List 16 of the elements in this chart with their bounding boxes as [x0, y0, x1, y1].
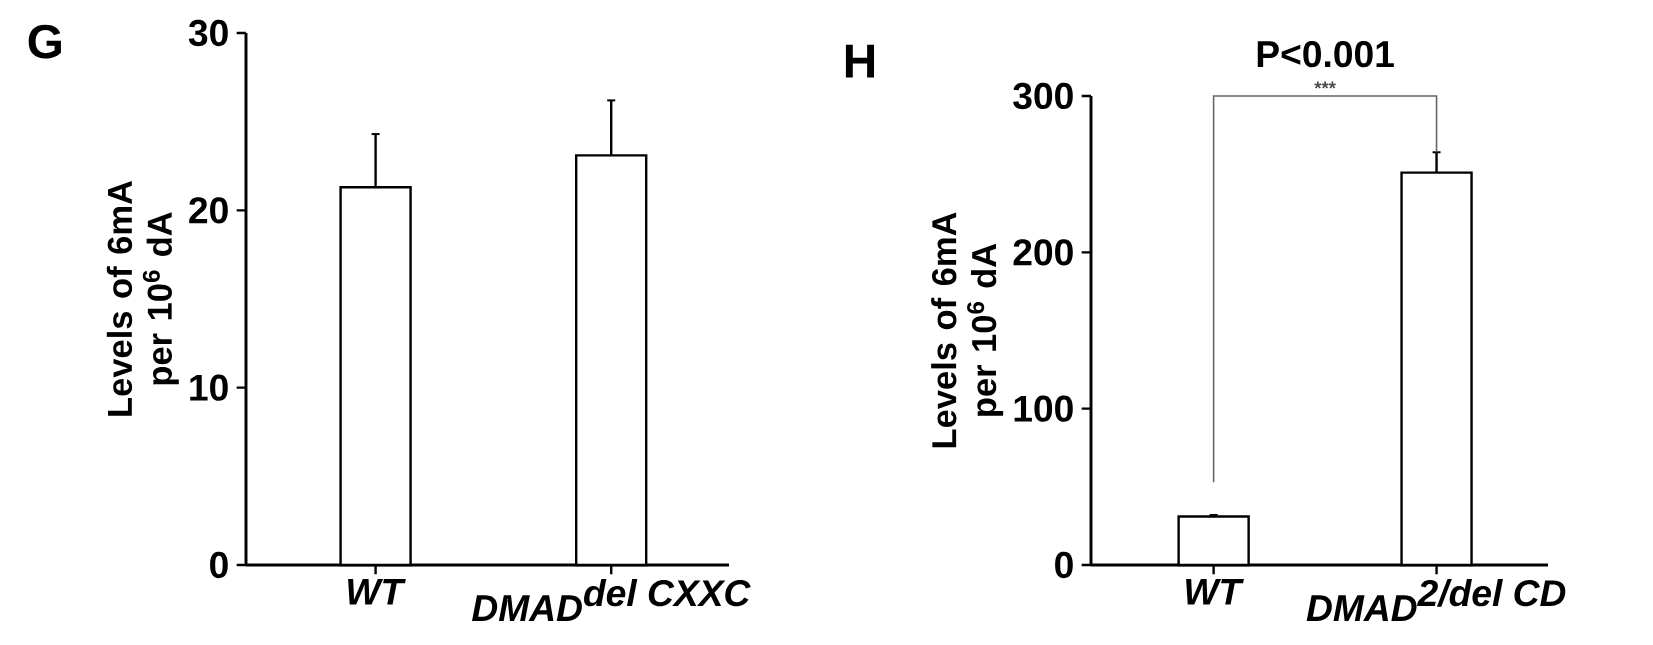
y-tick-label: 300 — [1013, 82, 1073, 110]
chart-title: H — [845, 44, 875, 78]
x-tick-label: $\textit{DMAD}^{\textit{del CXXC}}$ — [472, 579, 751, 621]
x-tick-label: $\textit{DMAD}^{\textit{2/del CD}}$ — [1306, 579, 1566, 621]
y-tick-label: 200 — [1013, 239, 1073, 266]
chart-title: G — [28, 24, 61, 59]
x-tick-label: WT — [1186, 579, 1244, 605]
y-tick-label: 20 — [189, 197, 228, 224]
y-tick-label: 10 — [190, 374, 228, 401]
text: P<0.001 — [1257, 40, 1394, 68]
y-tick-label: 0 — [210, 551, 228, 579]
text: *** — [1314, 81, 1336, 89]
y-tick-label: 0 — [1055, 551, 1073, 579]
y-tick-label: 30 — [188, 19, 228, 47]
x-tick-label: WT — [348, 579, 406, 605]
y-tick-label: 100 — [1014, 395, 1073, 422]
